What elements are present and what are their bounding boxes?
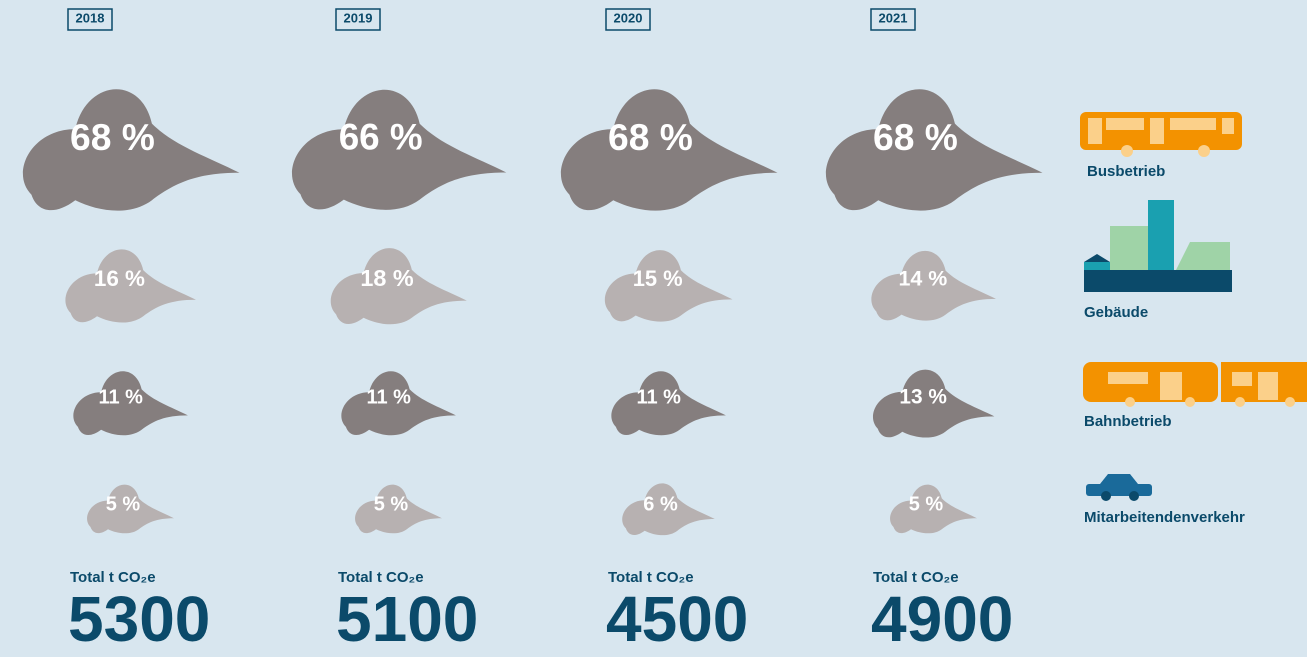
cloud	[291, 89, 507, 210]
total-label: Total t CO₂e	[338, 569, 424, 586]
cloud	[611, 371, 726, 436]
cloud	[890, 484, 977, 534]
cloud	[825, 89, 1043, 211]
value-label: 13 %	[899, 386, 947, 409]
total-value: 5100	[336, 583, 478, 655]
value-label: 14 %	[899, 267, 948, 291]
year-label: 2021	[879, 10, 908, 25]
year-label: 2020	[614, 10, 643, 25]
value-label: 68 %	[608, 116, 693, 158]
total-label: Total t CO₂e	[70, 569, 156, 586]
year-box	[605, 8, 651, 31]
value-label: 11 %	[98, 386, 143, 408]
value-label: 11 %	[636, 386, 681, 408]
total-value: 5300	[68, 583, 210, 655]
total-value: 4900	[871, 583, 1013, 655]
total-label: Total t CO₂e	[608, 569, 694, 586]
legend-label: Mitarbeitendenverkehr	[1084, 509, 1245, 526]
value-label: 15 %	[633, 266, 683, 291]
total-value: 4500	[606, 583, 748, 655]
legend-label: Bahnbetrieb	[1084, 413, 1172, 430]
cloud	[355, 484, 442, 534]
cloud	[871, 250, 996, 321]
total-label: Total t CO₂e	[873, 569, 959, 586]
year-box	[870, 8, 916, 31]
legend-label: Gebäude	[1084, 304, 1148, 321]
cloud	[341, 371, 456, 436]
value-label: 11 %	[366, 386, 411, 408]
value-label: 18 %	[360, 265, 413, 291]
value-label: 5 %	[106, 493, 141, 515]
value-label: 16 %	[94, 266, 145, 291]
cloud	[65, 249, 197, 323]
value-label: 6 %	[643, 493, 678, 515]
value-label: 5 %	[374, 493, 409, 515]
cloud	[604, 250, 733, 322]
car-icon	[1086, 474, 1152, 501]
cloud	[330, 248, 467, 325]
cloud	[560, 89, 778, 211]
year-label: 2019	[344, 10, 373, 25]
bus-icon	[1080, 112, 1242, 157]
cloud	[87, 484, 174, 534]
year-box	[335, 8, 381, 31]
year-box	[67, 8, 113, 31]
value-label: 5 %	[909, 493, 944, 515]
cloud	[73, 371, 188, 436]
value-label: 66 %	[339, 117, 423, 158]
cloud	[22, 89, 240, 211]
value-label: 68 %	[70, 116, 155, 158]
building-icon	[1084, 200, 1232, 292]
value-label: 68 %	[873, 116, 958, 158]
train-icon	[1083, 362, 1307, 407]
legend-label: Busbetrieb	[1087, 163, 1165, 180]
cloud	[872, 369, 995, 438]
year-label: 2018	[76, 10, 105, 25]
cloud	[622, 483, 715, 536]
